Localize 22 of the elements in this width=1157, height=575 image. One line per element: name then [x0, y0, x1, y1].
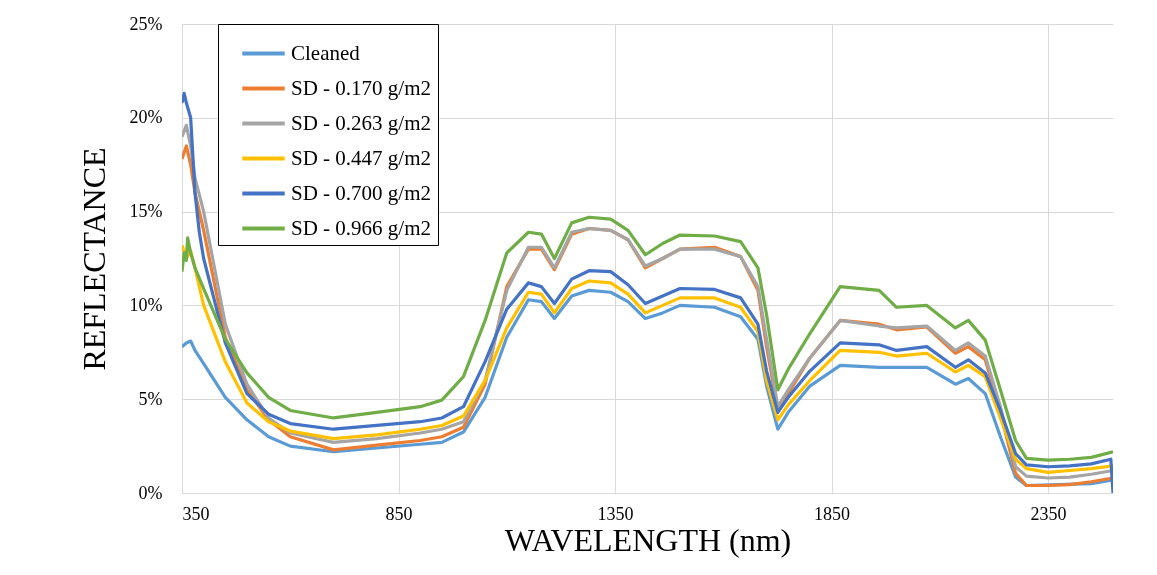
x-tick-label: 2350	[1030, 503, 1067, 524]
x-tick-label: 850	[385, 503, 413, 524]
y-tick-label: 5%	[138, 388, 163, 409]
line-series	[182, 243, 1113, 474]
legend-label: Cleaned	[291, 40, 361, 65]
y-tick-label: 15%	[129, 201, 163, 222]
y-tick-label: 10%	[129, 294, 163, 315]
y-tick-label: 25%	[129, 13, 163, 34]
x-tick-label: 1850	[814, 503, 851, 524]
x-tick-label: 350	[182, 503, 210, 524]
y-axis-title: REFLECTANCE	[75, 147, 112, 371]
line-series	[182, 215, 1113, 462]
y-tick-label: 20%	[129, 107, 163, 128]
legend-label: SD - 0.700 g/m2	[291, 180, 432, 205]
legend-label: SD - 0.447 g/m2	[291, 145, 432, 170]
x-axis-title: WAVELENGTH (nm)	[504, 521, 792, 558]
legend-label: SD - 0.263 g/m2	[291, 110, 432, 135]
line-series	[182, 288, 1113, 488]
y-tick-label: 0%	[138, 482, 163, 503]
legend-label: SD - 0.966 g/m2	[291, 215, 432, 240]
legend-label: SD - 0.170 g/m2	[291, 75, 432, 100]
x-tick-label: 1350	[597, 503, 634, 524]
